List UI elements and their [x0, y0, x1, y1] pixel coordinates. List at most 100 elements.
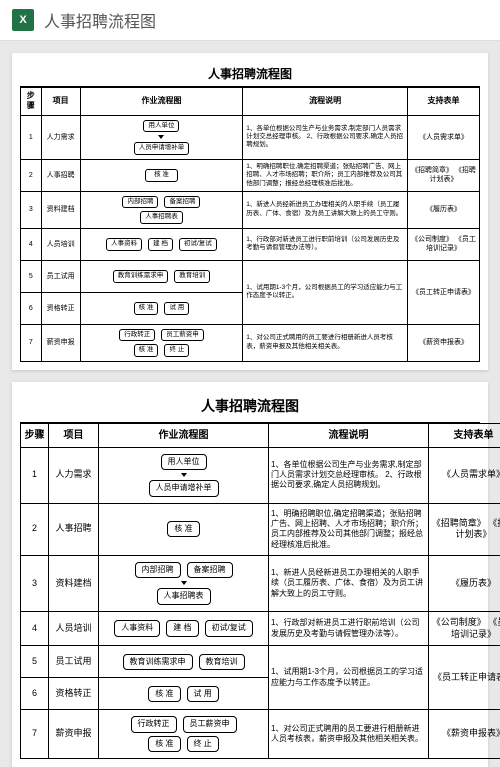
- table-row: 7 薪资申报 行政转正员工薪资申核 准终 止 1、对公司正式聘用的员工要进行相册…: [21, 324, 480, 361]
- cell-step: 5: [21, 646, 49, 678]
- flow-box: 试 用: [187, 686, 219, 702]
- flow-box: 核 准: [167, 521, 199, 537]
- cell-flow: 人事资料建 档初试/复试: [80, 228, 243, 260]
- flow-box: 备案招聘: [187, 562, 233, 578]
- cell-form: 《员工转正申请表》: [429, 646, 500, 710]
- flow-box: 教育训练需求申: [113, 270, 169, 282]
- cell-step: 6: [21, 678, 49, 710]
- cell-flow: 核 准试 用: [80, 292, 243, 324]
- arrow-down-icon: [158, 135, 164, 139]
- header-title: 人事招聘流程图: [44, 8, 156, 32]
- flow-table-small: 步骤 项目 作业流程图 流程说明 支持表单 1 人力需求 用人单位人员申请增补单…: [20, 87, 480, 362]
- arrow-down-icon: [181, 473, 187, 477]
- col-form: 支持表单: [407, 88, 479, 116]
- cell-flow: 核 准试 用: [99, 678, 269, 710]
- table-row: 4 人员培训 人事资料建 档初试/复试 1、行政部对新进员工进行职前培训（公司发…: [21, 228, 480, 260]
- cell-item: 资格转正: [41, 292, 80, 324]
- table-row: 5 员工试用 教育训练需求申教育培训 1、试用期1-3个月，公司根据员工的学习适…: [21, 260, 480, 292]
- flow-box: 核 准: [148, 736, 180, 752]
- cell-item: 资料建档: [49, 556, 99, 612]
- cell-step: 7: [21, 710, 49, 759]
- flow-box: 核 准: [134, 344, 159, 356]
- table-row: 1 人力需求 用人单位人员申请增补单 1、各单位根据公司生产与业务需求,制定部门…: [21, 447, 500, 503]
- cell-desc: 1、试用期1-3个月，公司根据员工的学习适应能力与工作态度予以转正。: [243, 260, 408, 324]
- cell-desc: 1、各单位根据公司生产与业务需求,制定部门人员需求计划交总经理审核。 2、行政根…: [269, 447, 429, 503]
- cell-form: 《薪资申报表》: [407, 324, 479, 361]
- flow-box: 人事招聘表: [157, 588, 211, 604]
- cell-step: 3: [21, 556, 49, 612]
- col-item: 项目: [49, 423, 99, 447]
- cell-flow: 内部招聘备案招聘人事招聘表: [80, 191, 243, 228]
- cell-flow: 核 准: [99, 503, 269, 556]
- col-flow: 作业流程图: [99, 423, 269, 447]
- cell-step: 3: [21, 191, 42, 228]
- cell-item: 薪资申报: [49, 710, 99, 759]
- flow-box: 试 用: [164, 302, 189, 314]
- table-row: 1 人力需求 用人单位人员申请增补单 1、各单位根据公司生产与业务需求,制定部门…: [21, 115, 480, 159]
- cell-form: 《薪资申报表》: [429, 710, 500, 759]
- flow-box: 核 准: [134, 302, 159, 314]
- cell-desc: 1、对公司正式聘用的员工要进行相册新进人员考核表，薪资申报及其他相关相关表。: [269, 710, 429, 759]
- table-header-row: 步骤 项目 作业流程图 流程说明 支持表单: [21, 423, 500, 447]
- cell-item: 资格转正: [49, 678, 99, 710]
- table-row: 7 薪资申报 行政转正员工薪资申核 准终 止 1、对公司正式聘用的员工要进行相册…: [21, 710, 500, 759]
- flow-box: 教育培训: [199, 654, 245, 670]
- flow-box: 人员申请增补单: [134, 142, 190, 154]
- cell-desc: 1、各单位根据公司生产与业务需求,制定部门人员需求计划交总经理审核。 2、行政根…: [243, 115, 408, 159]
- cell-desc: 1、行政部对新进员工进行职前培训（公司发展历史及考勤与请假管理办法等）。: [269, 611, 429, 645]
- table-row: 3 资料建档 内部招聘备案招聘人事招聘表 1、新进人员经新进员工办理相关的人职手…: [21, 191, 480, 228]
- cell-flow: 用人单位人员申请增补单: [80, 115, 243, 159]
- cell-flow: 内部招聘备案招聘人事招聘表: [99, 556, 269, 612]
- cell-step: 4: [21, 228, 42, 260]
- flow-box: 行政转正: [131, 716, 177, 732]
- cell-flow: 行政转正员工薪资申核 准终 止: [80, 324, 243, 361]
- flow-box: 初试/复试: [205, 620, 253, 636]
- flow-box: 人事招聘表: [140, 211, 183, 223]
- flow-box: 员工薪资申: [183, 716, 237, 732]
- sheet-zoom: 人事招聘流程图 步骤 项目 作业流程图 流程说明 支持表单 1 人力需求 用人单…: [12, 382, 488, 767]
- cell-flow: 核 准: [80, 159, 243, 191]
- cell-step: 1: [21, 115, 42, 159]
- flow-box: 建 档: [148, 238, 173, 250]
- excel-icon: X: [12, 9, 34, 31]
- cell-item: 资料建档: [41, 191, 80, 228]
- flow-box: 核 准: [145, 169, 178, 181]
- cell-flow: 行政转正员工薪资申核 准终 止: [99, 710, 269, 759]
- cell-desc: 1、新进人员经新进员工办理相关的人职手续（员工履历表、广体、食宿）及为员工讲解大…: [269, 556, 429, 612]
- table-header-row: 步骤 项目 作业流程图 流程说明 支持表单: [21, 88, 480, 116]
- col-desc: 流程说明: [243, 88, 408, 116]
- arrow-down-icon: [181, 581, 187, 585]
- flow-box: 内部招聘: [135, 562, 181, 578]
- cell-form: 《履历表》: [429, 556, 500, 612]
- cell-desc: 1、明确招聘职位,确定招聘渠道；张贴招聘广告、网上招聘、人才市场招聘；职介所；员…: [269, 503, 429, 556]
- cell-desc: 1、行政部对新进员工进行职前培训（公司发展历史及考勤与请假管理办法等）。: [243, 228, 408, 260]
- table-row: 2 人事招聘 核 准 1、明确招聘职位,确定招聘渠道；张贴招聘广告、网上招聘、人…: [21, 503, 500, 556]
- cell-flow: 教育训练需求申教育培训: [80, 260, 243, 292]
- col-form: 支持表单: [429, 423, 500, 447]
- cell-form: 《人员需求单》: [407, 115, 479, 159]
- cell-item: 员工试用: [49, 646, 99, 678]
- cell-item: 员工试用: [41, 260, 80, 292]
- cell-step: 2: [21, 159, 42, 191]
- flow-box: 人员申请增补单: [149, 480, 219, 496]
- cell-form: 《人员需求单》: [429, 447, 500, 503]
- cell-flow: 用人单位人员申请增补单: [99, 447, 269, 503]
- cell-step: 2: [21, 503, 49, 556]
- flow-table-large: 步骤 项目 作业流程图 流程说明 支持表单 1 人力需求 用人单位人员申请增补单…: [20, 423, 500, 759]
- table-row: 3 资料建档 内部招聘备案招聘人事招聘表 1、新进人员经新进员工办理相关的人职手…: [21, 556, 500, 612]
- cell-desc: 1、试用期1-3个月，公司根据员工的学习适应能力与工作态度予以转正。: [269, 646, 429, 710]
- cell-step: 1: [21, 447, 49, 503]
- col-step: 步骤: [21, 88, 42, 116]
- cell-flow: 人事资料建 档初试/复试: [99, 611, 269, 645]
- table-row: 4 人员培训 人事资料建 档初试/复试 1、行政部对新进员工进行职前培训（公司发…: [21, 611, 500, 645]
- app-header: X 人事招聘流程图: [0, 0, 500, 41]
- cell-step: 6: [21, 292, 42, 324]
- col-item: 项目: [41, 88, 80, 116]
- cell-form: 《招聘简章》 《招聘计划表》: [407, 159, 479, 191]
- flow-box: 备案招聘: [164, 196, 200, 208]
- flow-box: 建 档: [166, 620, 198, 636]
- cell-step: 5: [21, 260, 42, 292]
- cell-item: 人事招聘: [49, 503, 99, 556]
- flow-box: 用人单位: [161, 454, 207, 470]
- flow-box: 初试/复试: [179, 238, 217, 250]
